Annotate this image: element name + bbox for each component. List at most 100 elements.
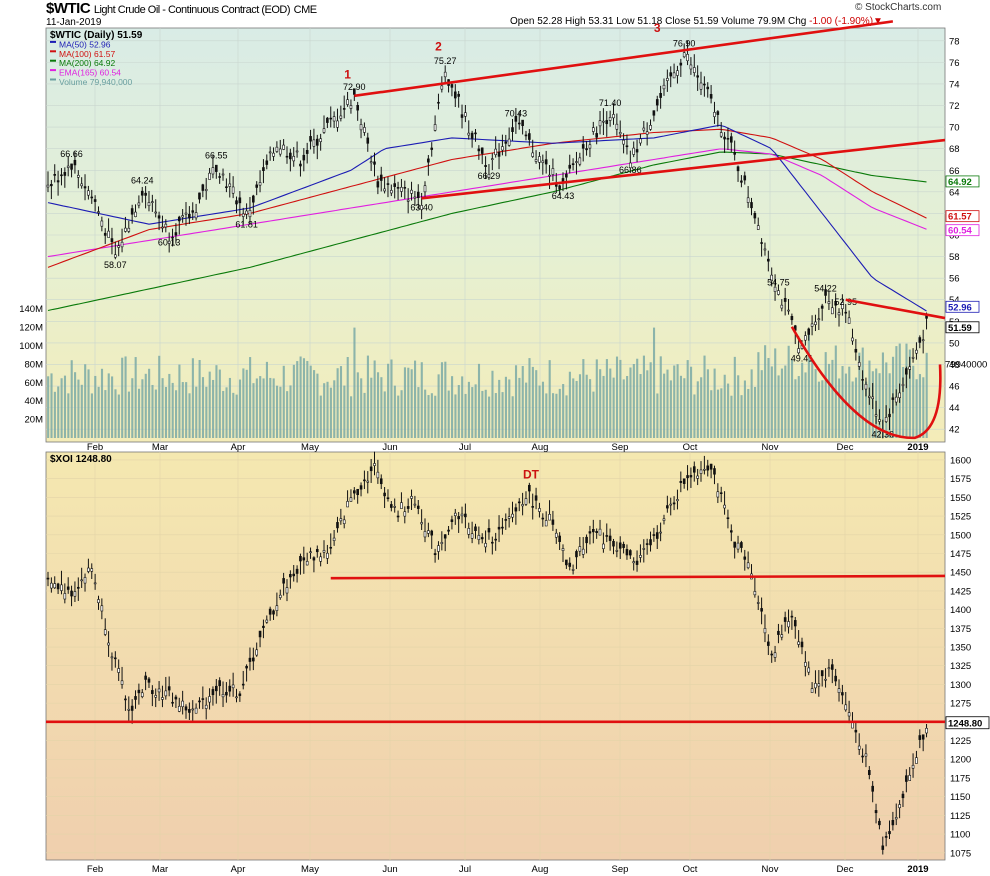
price-candle bbox=[770, 274, 773, 281]
xoi-candle bbox=[326, 552, 329, 559]
xoi-candle bbox=[110, 656, 114, 659]
price-candle bbox=[507, 138, 511, 146]
price-candle bbox=[245, 210, 248, 215]
volume-bar bbox=[552, 393, 555, 438]
price-candle bbox=[114, 254, 117, 258]
price-candle bbox=[410, 189, 413, 194]
price-candle bbox=[615, 123, 619, 130]
wave-label: 1 bbox=[344, 68, 351, 82]
volume-bar bbox=[568, 371, 571, 438]
price-annotation: 52.95 bbox=[834, 297, 857, 307]
xoi-candle bbox=[602, 543, 605, 550]
volume-bar bbox=[302, 358, 306, 438]
price-candle bbox=[70, 163, 73, 170]
xoi-candle bbox=[447, 529, 450, 532]
xoi-candle bbox=[174, 696, 178, 700]
price-annotation: 64.24 bbox=[131, 175, 154, 185]
price-candle bbox=[847, 317, 851, 324]
price-candle bbox=[763, 248, 767, 251]
volume-bar bbox=[669, 380, 672, 438]
xoi-candle bbox=[437, 545, 440, 552]
xoi-candle bbox=[191, 708, 195, 711]
price-candle bbox=[497, 151, 501, 157]
volume-bar bbox=[750, 369, 753, 438]
xoi-candle bbox=[793, 620, 797, 627]
price-candle bbox=[669, 72, 673, 77]
volume-bar bbox=[484, 389, 487, 438]
xoi-candle bbox=[386, 497, 390, 500]
value-tag: 64.92 bbox=[948, 177, 972, 188]
xoi-candle bbox=[834, 675, 837, 682]
price-candle bbox=[349, 105, 353, 109]
price-candle bbox=[383, 188, 386, 192]
volume-bar bbox=[208, 371, 211, 438]
xoi-candle bbox=[605, 535, 609, 537]
price-candle bbox=[154, 211, 158, 214]
volume-bar bbox=[400, 390, 403, 438]
volume-bar bbox=[740, 395, 743, 438]
price-annotation: 58.07 bbox=[104, 260, 127, 270]
y-tick-lower: 1425 bbox=[950, 586, 971, 597]
price-annotation: 54.75 bbox=[767, 278, 790, 288]
price-candle bbox=[726, 137, 730, 140]
price-annotation: 71.40 bbox=[599, 98, 622, 108]
volume-bar bbox=[74, 372, 77, 438]
xoi-candle bbox=[134, 696, 137, 700]
volume-current-label: 79940000 bbox=[945, 359, 987, 370]
volume-bar bbox=[393, 385, 396, 438]
volume-bar bbox=[114, 389, 117, 438]
xoi-candle bbox=[275, 605, 279, 611]
xoi-candle bbox=[666, 505, 669, 509]
y-tick-upper: 54 bbox=[949, 295, 960, 306]
xoi-candle bbox=[383, 492, 386, 497]
volume-bar bbox=[844, 373, 847, 438]
xoi-candle bbox=[905, 775, 908, 782]
price-candle bbox=[278, 148, 282, 155]
price-candle bbox=[534, 159, 538, 162]
volume-bar bbox=[683, 378, 686, 438]
change-value: -1.00 (-1.90%) bbox=[809, 16, 874, 27]
xoi-candle bbox=[888, 831, 891, 835]
xoi-candle bbox=[861, 755, 864, 758]
volume-bar bbox=[838, 378, 841, 438]
price-candle bbox=[258, 182, 262, 186]
xoi-candle bbox=[410, 496, 413, 499]
volume-bar bbox=[350, 396, 353, 438]
xoi-candle bbox=[511, 513, 514, 518]
price-candle bbox=[706, 86, 710, 90]
volume-bar bbox=[774, 348, 777, 438]
price-candle bbox=[581, 144, 585, 149]
xoi-candle bbox=[524, 498, 528, 505]
xoi-candle bbox=[773, 652, 777, 658]
y-tick-lower: 1100 bbox=[950, 830, 970, 841]
volume-bar bbox=[232, 392, 235, 438]
xoi-candle bbox=[336, 522, 339, 529]
volume-bar bbox=[326, 381, 329, 438]
xoi-candle bbox=[884, 836, 888, 838]
xoi-candle bbox=[851, 722, 854, 729]
volume-bar bbox=[94, 375, 97, 438]
price-candle bbox=[390, 190, 393, 194]
volume-bar bbox=[380, 377, 383, 438]
price-candle bbox=[134, 211, 137, 218]
price-candle bbox=[645, 131, 649, 135]
price-candle bbox=[241, 213, 245, 217]
xoi-candle bbox=[440, 542, 444, 545]
xoi-candle bbox=[369, 466, 373, 472]
volume-bar bbox=[585, 374, 588, 438]
price-candle bbox=[107, 230, 110, 238]
volume-bar bbox=[269, 377, 272, 438]
price-candle bbox=[238, 197, 242, 204]
xoi-candle bbox=[494, 538, 497, 541]
volume-bar bbox=[525, 382, 528, 438]
x-tick-lower: Mar bbox=[152, 864, 168, 875]
xoi-candle bbox=[591, 529, 595, 533]
price-candle bbox=[578, 157, 582, 165]
volume-bar bbox=[535, 370, 538, 438]
price-candle bbox=[90, 196, 94, 199]
x-tick-upper: Oct bbox=[683, 442, 698, 453]
xoi-candle bbox=[262, 625, 265, 628]
price-candle bbox=[494, 148, 497, 156]
volume-bar bbox=[339, 366, 343, 438]
xoi-candle bbox=[645, 543, 649, 545]
